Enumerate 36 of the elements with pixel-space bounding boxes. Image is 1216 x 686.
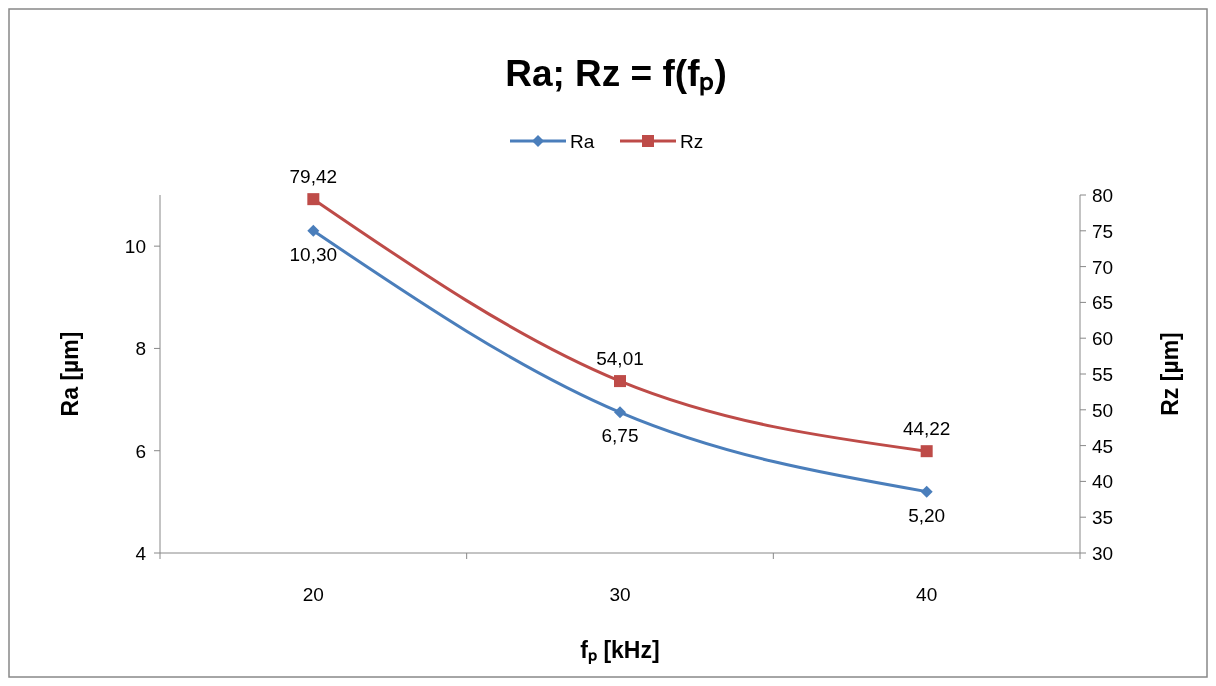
y2-tick-label: 60 <box>1092 328 1114 350</box>
y2-tick-label: 40 <box>1092 471 1114 493</box>
y2-tick-label: 65 <box>1092 292 1114 314</box>
data-label: 44,22 <box>902 418 951 440</box>
data-label: 54,01 <box>596 348 644 370</box>
y2-tick-label: 30 <box>1092 543 1114 564</box>
legend-label: Rz <box>680 131 704 152</box>
data-label: 79,42 <box>289 166 338 188</box>
y2-tick-label: 55 <box>1092 364 1114 385</box>
data-label: 10,30 <box>289 243 338 265</box>
point <box>920 445 933 458</box>
x-axis-title: fₚ [kHz] <box>580 637 660 664</box>
y2-tick-label: 35 <box>1092 507 1114 529</box>
point <box>307 193 320 206</box>
y2-tick-label: 80 <box>1092 185 1114 206</box>
y2-tick-label: 75 <box>1092 220 1114 242</box>
y-tick-label: 4 <box>135 543 147 564</box>
y2-tick-label: 70 <box>1092 256 1114 278</box>
point <box>614 406 626 419</box>
point <box>307 224 320 237</box>
legend-label: Ra <box>570 131 595 152</box>
point <box>920 485 933 498</box>
x-tick-label: 20 <box>302 584 324 605</box>
point <box>614 375 626 388</box>
y-tick-label: 8 <box>135 338 146 360</box>
data-label: 6,75 <box>601 425 639 447</box>
y-axis-title: Ra [µm] <box>57 331 83 417</box>
y2-axis-title: Rz [µm] <box>1157 332 1183 416</box>
chart-title: Ra; Rz = f(fₚ) <box>505 53 727 96</box>
x-tick-label: 30 <box>609 584 631 605</box>
y2-tick-label: 50 <box>1092 399 1114 421</box>
x-tick-label: 40 <box>916 584 938 605</box>
y-tick-label: 6 <box>135 440 146 462</box>
y2-tick-label: 45 <box>1092 435 1114 457</box>
data-label: 5,20 <box>908 504 946 526</box>
y-tick-label: 10 <box>124 236 146 258</box>
